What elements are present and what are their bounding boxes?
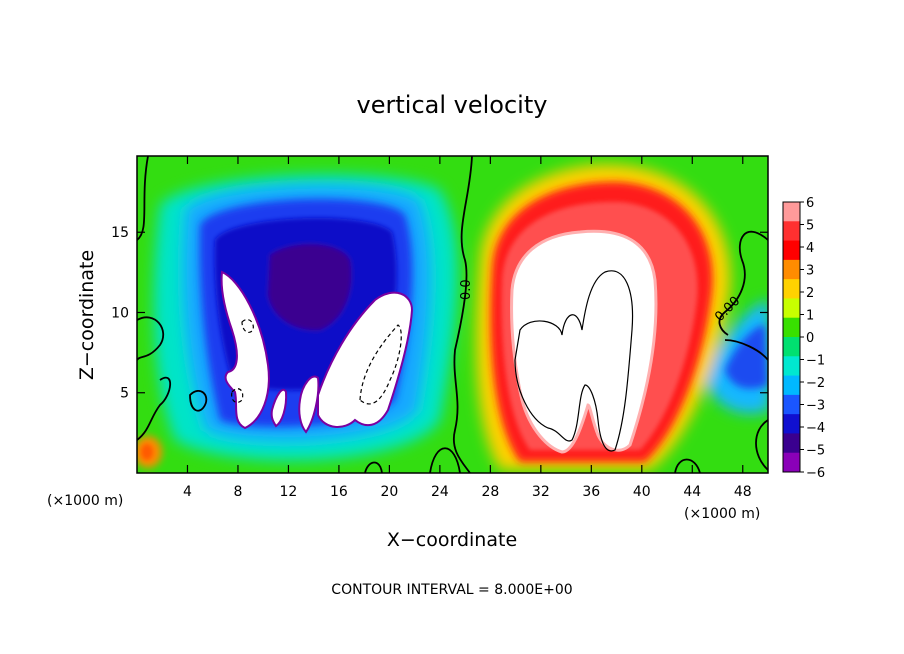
updraft-core [510,229,658,454]
x-tick-label: 48 [734,484,752,500]
zero-contour-mid [452,156,473,473]
downdraft-dashed-contour-1 [359,324,402,405]
colorbar-tick-label: 2 [806,286,814,301]
colorbar-tick-label: 5 [806,219,814,234]
colorbar-swatch [783,202,800,222]
x-tick-label: 4 [183,484,192,500]
contour-label-mid: 0.0 [459,279,474,300]
y-axis-label: Z−coordinate [76,250,98,380]
zero-contour-south [429,447,461,473]
downdraft-core-west [220,270,270,430]
colorbar-tick-label: −4 [806,421,825,436]
colorbar-swatch [783,394,800,415]
x-tick-label: 16 [330,484,348,500]
colorbar-tick-label: 4 [806,241,814,256]
y-tick-label: 15 [111,225,129,241]
y-tick-label: 10 [111,305,129,321]
x-tick-label: 44 [683,484,701,500]
zero-contour-west-2 [137,316,165,361]
colorbar-swatch [783,259,800,280]
x-tick-label: 24 [431,484,449,500]
x-tick-label: 40 [633,484,651,500]
colorbar: 6 5 4 3 2 1 0 −1 −2 −3 −4 −5 −6 [782,196,825,481]
downdraft-core-east [317,291,414,428]
x-tick-label: 12 [280,484,298,500]
southwest-updraft-core [141,444,153,460]
updraft-inner-contour [514,270,634,452]
colorbar-tick-label: −6 [806,466,825,481]
y-axis-ticks: 5 10 15 [111,225,768,402]
zero-contour-west-4 [189,390,208,412]
zero-contour-east [718,230,768,336]
x-tick-label: 36 [582,484,600,500]
zero-contour-east-2 [724,339,768,361]
downdraft-dashed-contour-2 [241,318,254,334]
x-tick-label: 20 [380,484,398,500]
colorbar-tick-label: 3 [806,264,814,279]
colorbar-tick-label: −3 [806,399,825,414]
colorbar-swatch [783,317,800,338]
x-axis-unit-right: (×1000 m) [684,506,760,522]
x-tick-label: 28 [481,484,499,500]
x-axis-ticks: 4 8 12 16 20 24 28 32 36 40 44 48 [183,156,752,500]
contour-lines [137,156,768,473]
colorbar-swatch [783,279,800,299]
plot-frame [136,155,769,474]
x-axis-unit-left: (×1000 m) [47,493,123,509]
colorbar-swatch [783,433,800,454]
downdraft-core-small [270,388,288,428]
zero-contour-west [137,156,149,241]
colorbar-swatch [783,240,800,261]
colorbar-swatches [783,202,800,473]
x-tick-label: 8 [233,484,242,500]
downdraft-core [268,244,352,331]
zero-contour-east-3 [755,419,768,471]
heatmap-field [137,156,768,473]
y-tick-label: 5 [120,386,129,402]
contour-interval-footer: CONTOUR INTERVAL = 8.000E+00 [331,582,572,598]
x-axis-label: X−coordinate [387,529,517,551]
colorbar-labels: 6 5 4 3 2 1 0 −1 −2 −3 −4 −5 −6 [800,196,825,481]
zero-contour-south-2 [364,461,383,473]
colorbar-tick-label: −5 [806,444,825,459]
colorbar-tick-label: 1 [806,309,814,324]
colorbar-tick-label: 0 [806,331,814,346]
east-downdraft-mid [725,325,768,389]
colorbar-swatch [783,298,800,319]
colorbar-swatch [783,414,800,434]
colorbar-swatch [783,375,800,396]
colorbar-swatch [783,356,800,377]
colorbar-tick-label: 6 [806,196,814,211]
colorbar-swatch [783,452,800,473]
colorbar-swatch [783,221,800,242]
colorbar-tick-label: −1 [806,354,825,369]
colorbar-swatch [783,337,800,357]
x-tick-label: 32 [532,484,550,500]
chart-title: vertical velocity [357,91,548,119]
zero-contour-west-3 [137,376,172,441]
colorbar-tick-label: −2 [806,376,825,391]
downdraft-core-mid [298,375,320,434]
zero-contour-south-3 [674,458,701,473]
